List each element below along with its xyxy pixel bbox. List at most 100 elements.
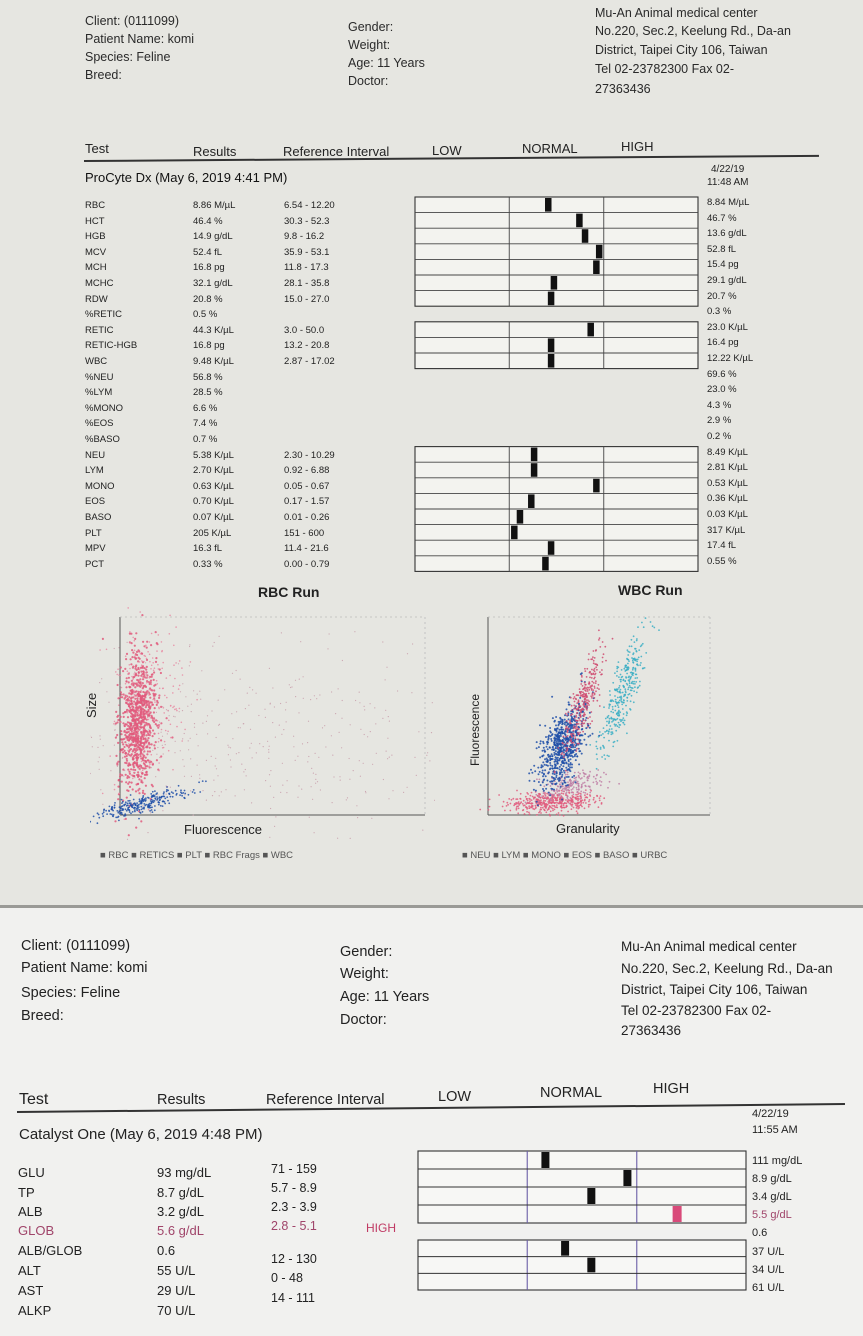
cell-test: TP <box>18 1185 35 1200</box>
gender-2: Gender: <box>340 944 393 960</box>
cell-test: MPV <box>85 543 106 555</box>
previous-result-hgb: 13.6 g/dL <box>707 228 747 240</box>
wbc-run-scatter <box>479 616 711 817</box>
cell-ref: 151 - 600 <box>284 527 325 539</box>
cell-result: 93 mg/dL <box>157 1165 212 1180</box>
previous-result-ast: 34 U/L <box>752 1264 785 1276</box>
cell-result: 0.6 <box>157 1243 176 1258</box>
rbc-run-scatter <box>90 607 435 840</box>
col-low-2: LOW <box>438 1089 472 1105</box>
cell-test: %LYM <box>85 387 113 399</box>
cell-test: WBC <box>85 356 108 367</box>
result-row-baso: %BASO 0.7 % <box>85 432 415 448</box>
rbc-run-xlabel: Fluorescence <box>184 822 263 837</box>
prev-time: 11:48 AM <box>707 177 749 188</box>
clinic-line-3: District, Taipei City 106, Taiwan <box>595 43 768 57</box>
breed: Breed: <box>85 68 122 82</box>
result-row-mch: MCH 16.8 pg 11.8 - 17.3 <box>85 260 415 276</box>
previous-result-retic-hgb: 16.4 pg <box>707 337 739 349</box>
previous-result-mono: 0.53 K/µL <box>707 477 748 489</box>
result-row-tp: TP 8.7 g/dL <box>18 1183 418 1202</box>
previous-result-mch: 15.4 pg <box>707 259 739 271</box>
range-marker-alb <box>587 1188 596 1204</box>
previous-result-lym: 23.0 % <box>707 384 737 396</box>
previous-result-tp: 8.9 g/dL <box>752 1173 792 1185</box>
cell-ref: 9.8 - 16.2 <box>284 231 325 243</box>
cell-result: 46.4 % <box>193 215 223 227</box>
range-marker-neu <box>530 447 538 462</box>
cell-result: 70 U/L <box>157 1303 196 1318</box>
range-marker-rbc <box>545 198 552 212</box>
clinic-line-2-2: No.220, Sec.2, Keelung Rd., Da-an <box>621 961 833 976</box>
wbc-run-ylabel: Fluorescence <box>468 693 482 766</box>
catalyst-report: Client: (0111099) Patient Name: komi Spe… <box>0 905 863 1336</box>
range-marker-alt <box>561 1241 570 1256</box>
previous-result-baso: 0.03 K/µL <box>707 509 748 520</box>
cell-test: HGB <box>85 231 106 243</box>
range-marker-mch <box>593 260 600 274</box>
reference-ast: 0 - 48 <box>271 1271 303 1285</box>
cell-test: GLU <box>18 1165 45 1180</box>
cell-ref: 2.87 - 17.02 <box>284 356 335 367</box>
cell-test: HCT <box>85 215 105 227</box>
cell-result: 3.2 g/dL <box>157 1204 204 1219</box>
cell-test: RBC <box>85 200 106 211</box>
range-marker-glu <box>541 1152 550 1168</box>
rbc-run-legend: ■ RBC ■ RETICS ■ PLT ■ RBC Frags ■ WBC <box>100 850 294 861</box>
previous-result-mpv: 17.4 fL <box>707 540 737 552</box>
col-reference-2: Reference Interval <box>266 1092 385 1108</box>
cell-result: 205 K/µL <box>193 527 232 539</box>
cell-ref: 0.17 - 1.57 <box>284 496 330 508</box>
cell-test: MONO <box>85 480 115 492</box>
previous-result-rbc: 8.84 M/µL <box>707 197 750 208</box>
clinic-line-5-2: 27363436 <box>621 1023 682 1038</box>
cell-ref: 3.0 - 50.0 <box>284 324 325 336</box>
range-marker-retic <box>587 322 594 337</box>
cell-result: 8.7 g/dL <box>157 1185 204 1200</box>
cell-result: 44.3 K/µL <box>193 324 234 336</box>
wbc-run-title: WBC Run <box>618 582 683 598</box>
cell-test: BASO <box>85 512 112 523</box>
neu-cluster <box>528 672 601 807</box>
client-label: Client: (0111099) <box>85 14 180 28</box>
cell-ref: 11.4 - 21.6 <box>284 543 329 555</box>
result-row-pct: PCT 0.33 % 0.00 - 0.79 <box>85 557 415 573</box>
result-row-neu: %NEU 56.8 % <box>85 370 415 386</box>
reference-alb: 2.3 - 3.9 <box>271 1200 317 1214</box>
age-2: Age: 11 Years <box>340 989 430 1005</box>
range-marker-mcv <box>595 244 603 259</box>
clinic-line-5: 27363436 <box>595 82 651 96</box>
clinic-line-4-2: Tel 02-23782300 Fax 02- <box>621 1003 772 1018</box>
result-row-retic: RETIC 44.3 K/µL 3.0 - 50.0 <box>85 323 415 339</box>
clinic-line-1-2: Mu-An Animal medical center <box>621 939 797 954</box>
clinic-line-1: Mu-An Animal medical center <box>595 6 758 20</box>
cell-test: AST <box>18 1283 44 1298</box>
result-row-retic-hgb: RETIC-HGB 16.8 pg 13.2 - 20.8 <box>85 338 415 354</box>
wbc-run-xlabel: Granularity <box>556 821 620 836</box>
prev-date: 4/22/19 <box>711 164 745 175</box>
cell-result: 29 U/L <box>157 1283 196 1298</box>
col-high-2: HIGH <box>653 1081 690 1097</box>
result-row-retic: %RETIC 0.5 % <box>85 307 415 323</box>
cell-result: 5.6 g/dL <box>157 1223 204 1238</box>
cell-result: 5.38 K/µL <box>193 449 234 461</box>
result-row-hct: HCT 46.4 % 30.3 - 52.3 <box>85 214 415 230</box>
cell-ref: 15.0 - 27.0 <box>284 293 330 305</box>
cell-result: 16.8 pg <box>193 340 225 352</box>
result-row-rbc: RBC 8.86 M/µL 6.54 - 12.20 <box>85 198 415 214</box>
col-results-2: Results <box>157 1092 206 1108</box>
cell-result: 2.70 K/µL <box>193 465 234 477</box>
rbc-run-title: RBC Run <box>258 584 320 600</box>
cell-test: RDW <box>85 293 108 305</box>
breed-2: Breed: <box>21 1008 64 1024</box>
range-marker-mpv <box>547 541 555 555</box>
previous-result-alt: 37 U/L <box>752 1246 785 1258</box>
previous-result-lym: 2.81 K/µL <box>707 462 748 474</box>
urbc-cluster <box>479 789 606 817</box>
previous-result-alb: 3.4 g/dL <box>752 1191 792 1203</box>
prev-date-2: 4/22/19 <box>752 1108 789 1120</box>
cell-ref: 0.92 - 6.88 <box>284 465 330 477</box>
high-flag: HIGH <box>366 1221 396 1235</box>
cell-result: 0.5 % <box>193 309 218 321</box>
previous-result-rdw: 20.7 % <box>707 290 737 302</box>
